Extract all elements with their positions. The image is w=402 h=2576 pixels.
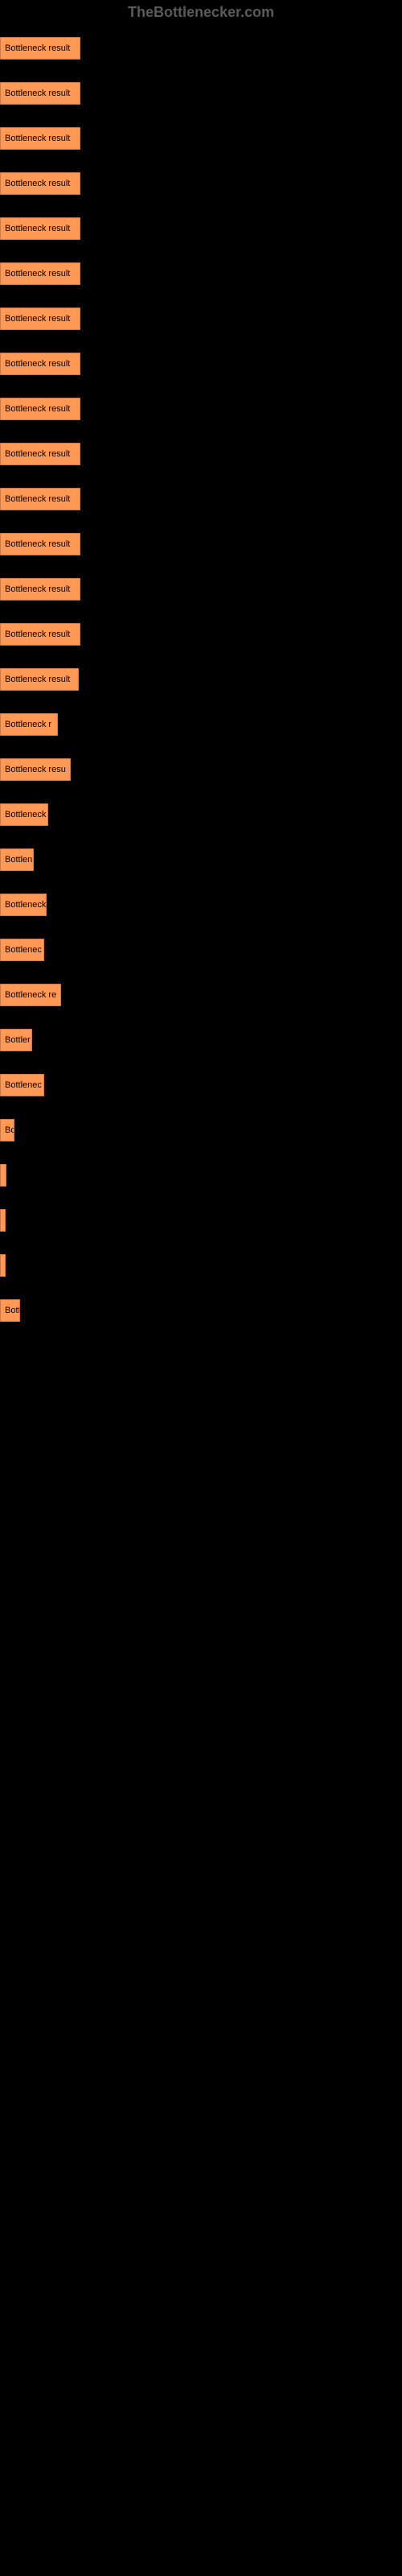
bottleneck-bar[interactable]: Bottleneck result xyxy=(0,172,80,195)
bar-row: Bottleneck result xyxy=(0,353,402,375)
header-title: TheBottlenecker.com xyxy=(128,4,274,20)
bottleneck-bar[interactable]: Bottleneck result xyxy=(0,127,80,150)
bottleneck-bar[interactable]: Bottleneck result xyxy=(0,578,80,601)
bar-row: Bottleneck result xyxy=(0,398,402,420)
bar-row: Bott xyxy=(0,1299,402,1322)
bar-row: Bottleneck result xyxy=(0,172,402,195)
bar-row: Bottleneck r xyxy=(0,713,402,736)
bar-row: Bottleneck result xyxy=(0,262,402,285)
bottleneck-bar[interactable]: Bottleneck result xyxy=(0,353,80,375)
bottleneck-bar[interactable]: Bottleneck xyxy=(0,894,47,916)
bottleneck-bar[interactable]: Bottleneck resu xyxy=(0,758,71,781)
bottleneck-bar[interactable]: Bo xyxy=(0,1119,14,1141)
bar-row xyxy=(0,1164,402,1187)
bar-row: Bo xyxy=(0,1119,402,1141)
bar-row: Bottleneck xyxy=(0,803,402,826)
bottleneck-bar[interactable]: Bottleneck re xyxy=(0,984,61,1006)
bar-row: Bottleneck result xyxy=(0,37,402,60)
bottleneck-bar[interactable] xyxy=(0,1209,6,1232)
bottleneck-bar[interactable]: Bottlenec xyxy=(0,1074,44,1096)
bottleneck-bar[interactable]: Bottleneck xyxy=(0,803,48,826)
bottleneck-bar[interactable]: Bottleneck result xyxy=(0,82,80,105)
bar-row: Bottleneck result xyxy=(0,578,402,601)
bottleneck-bar[interactable]: Bottleneck result xyxy=(0,623,80,646)
bar-row xyxy=(0,1254,402,1277)
bar-row: Bottleneck result xyxy=(0,308,402,330)
bottleneck-bar[interactable]: Bottleneck result xyxy=(0,488,80,510)
bar-row: Bottleneck xyxy=(0,894,402,916)
bar-row: Bottlenec xyxy=(0,939,402,961)
bottleneck-bar[interactable]: Bottleneck result xyxy=(0,217,80,240)
bottleneck-bar[interactable]: Bottlen xyxy=(0,848,34,871)
bar-row: Bottleneck re xyxy=(0,984,402,1006)
bottleneck-bar[interactable]: Bottleneck result xyxy=(0,262,80,285)
bottleneck-bar[interactable]: Bottler xyxy=(0,1029,32,1051)
bar-row: Bottleneck result xyxy=(0,668,402,691)
page-header: TheBottlenecker.com xyxy=(0,4,402,21)
bar-row: Bottler xyxy=(0,1029,402,1051)
bar-row: Bottleneck result xyxy=(0,443,402,465)
bottleneck-bar[interactable]: Bottleneck result xyxy=(0,308,80,330)
bottleneck-bar[interactable] xyxy=(0,1164,6,1187)
bottleneck-bar[interactable]: Bottleneck result xyxy=(0,443,80,465)
bottleneck-bar[interactable]: Bottlenec xyxy=(0,939,44,961)
bar-row: Bottlenec xyxy=(0,1074,402,1096)
bottleneck-bar[interactable]: Bottleneck result xyxy=(0,398,80,420)
bottleneck-chart: Bottleneck result Bottleneck result Bottle… xyxy=(0,37,402,1322)
bar-row: Bottleneck resu xyxy=(0,758,402,781)
bottleneck-bar[interactable]: Bottleneck result xyxy=(0,37,80,60)
bottleneck-bar[interactable] xyxy=(0,1254,6,1277)
bar-row: Bottlen xyxy=(0,848,402,871)
bottleneck-bar[interactable]: Bottleneck result xyxy=(0,668,79,691)
bar-row: Bottleneck result xyxy=(0,623,402,646)
bar-row xyxy=(0,1209,402,1232)
bar-row: Bottleneck result xyxy=(0,82,402,105)
bottleneck-bar[interactable]: Bottleneck result xyxy=(0,533,80,555)
bar-row: Bottleneck result xyxy=(0,533,402,555)
bar-row: Bottleneck result xyxy=(0,488,402,510)
bar-row: Bottleneck result xyxy=(0,127,402,150)
bar-row: Bottleneck result xyxy=(0,217,402,240)
bottleneck-bar[interactable]: Bott xyxy=(0,1299,20,1322)
bottleneck-bar[interactable]: Bottleneck r xyxy=(0,713,58,736)
